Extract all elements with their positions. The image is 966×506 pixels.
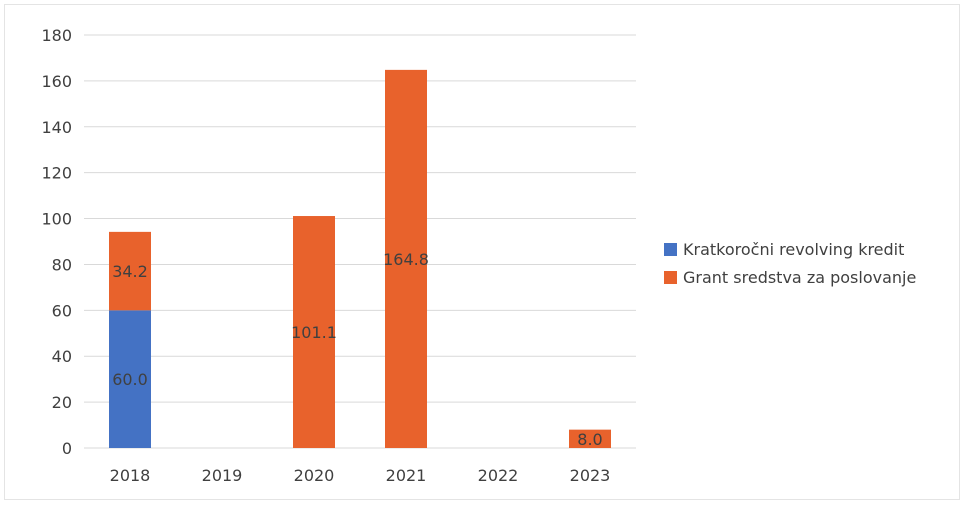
bar-1-2021 — [385, 69, 427, 449]
data-label: 8.0 — [577, 430, 602, 449]
bar-1-2023 — [569, 429, 611, 448]
y-tick-label: 100 — [41, 210, 72, 229]
x-tick-label: 2022 — [478, 466, 519, 485]
data-label: 164.8 — [383, 250, 429, 269]
data-label: 101.1 — [291, 323, 337, 342]
legend: Kratkoročni revolving kredit Grant sreds… — [664, 235, 916, 291]
y-tick-label: 160 — [41, 72, 72, 91]
chart-frame — [4, 4, 960, 500]
x-tick-label: 2018 — [110, 466, 151, 485]
legend-label-grant: Grant sredstva za poslovanje — [683, 267, 917, 287]
y-tick-label: 20 — [52, 393, 72, 412]
bar-0-2018 — [109, 310, 151, 448]
bar-1-2020 — [293, 216, 335, 448]
y-tick-label: 40 — [52, 347, 72, 366]
x-tick-label: 2021 — [386, 466, 427, 485]
data-label: 34.2 — [112, 262, 148, 281]
bar-1-2018 — [109, 231, 151, 311]
y-tick-label: 140 — [41, 118, 72, 137]
legend-label-revolving: Kratkoročni revolving kredit — [683, 239, 905, 259]
legend-swatch-grant — [664, 270, 677, 284]
y-tick-label: 120 — [41, 164, 72, 183]
y-tick-label: 60 — [52, 301, 72, 320]
y-tick-label: 80 — [52, 255, 72, 274]
y-tick-label: 180 — [41, 26, 72, 45]
x-tick-label: 2020 — [294, 466, 335, 485]
data-label: 60.0 — [112, 370, 148, 389]
legend-item-revolving: Kratkoročni revolving kredit — [664, 235, 916, 263]
legend-swatch-revolving — [664, 242, 677, 256]
x-tick-label: 2019 — [202, 466, 243, 485]
y-tick-label: 0 — [62, 439, 72, 458]
x-tick-label: 2023 — [570, 466, 611, 485]
legend-item-grant: Grant sredstva za poslovanje — [664, 263, 916, 291]
